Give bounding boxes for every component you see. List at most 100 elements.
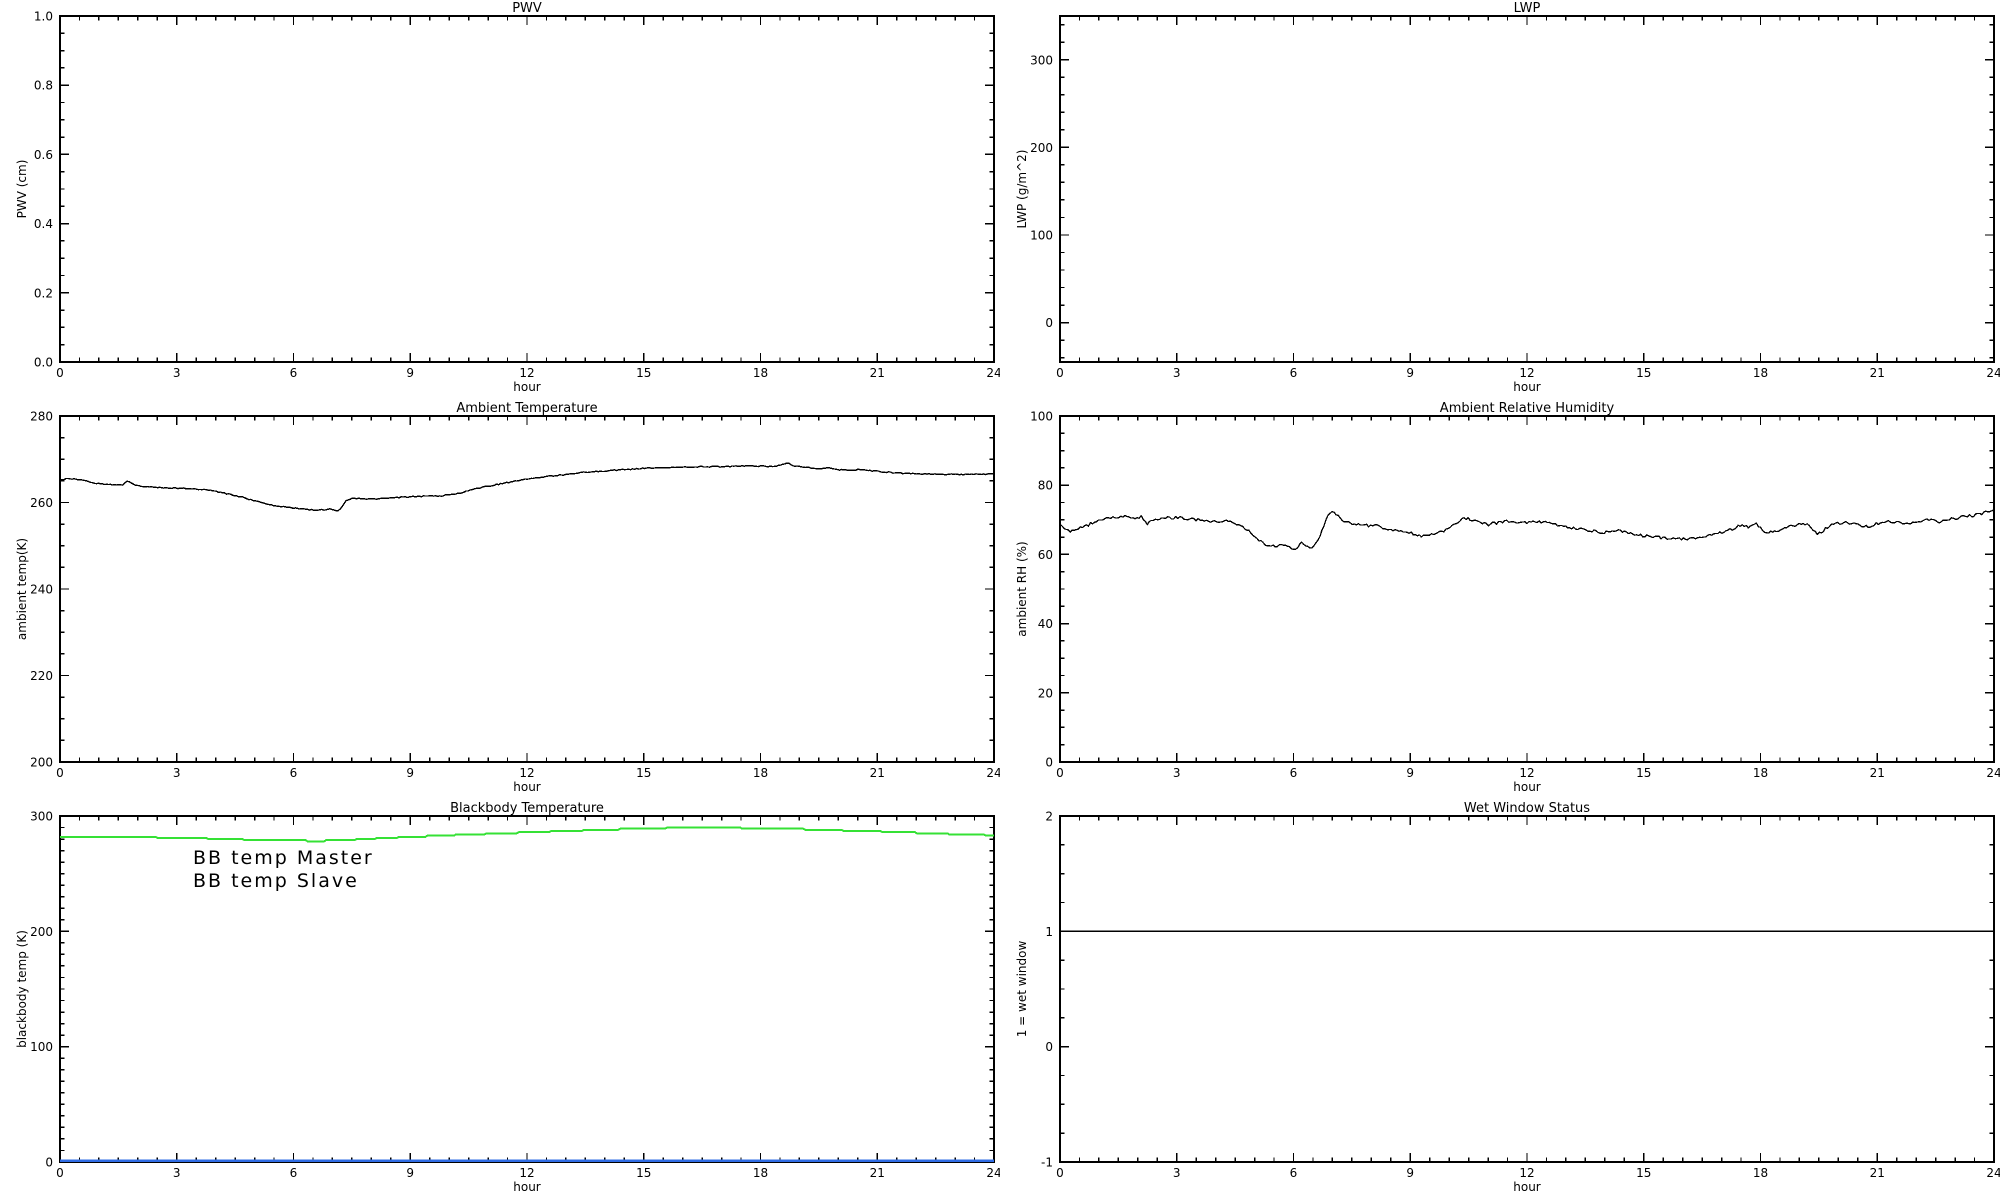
x-tick-label: 0 [56,366,64,380]
x-tick-label: 24 [1986,1166,2000,1180]
x-tick-label: 15 [636,366,651,380]
x-tick-label: 6 [290,766,298,780]
x-tick-label: 6 [290,366,298,380]
y-tick-label: 0 [1045,316,1053,330]
x-tick-label: 18 [1753,766,1768,780]
x-tick-label: 12 [519,1166,534,1180]
y-tick-label: 0.4 [34,217,53,231]
y-tick-label: 0 [45,1156,53,1170]
x-tick-label: 3 [1173,766,1181,780]
x-tick-label: 9 [1406,766,1414,780]
y-axis-label: ambient temp(K) [15,538,29,640]
x-tick-label: 6 [1290,366,1298,380]
series-bb-temp-slave [60,826,994,843]
x-tick-label: 0 [56,1166,64,1180]
x-tick-label: 15 [636,1166,651,1180]
x-tick-label: 0 [1056,1166,1064,1180]
x-tick-label: 18 [753,1166,768,1180]
x-axis-label: hour [1513,380,1541,394]
x-tick-label: 15 [1636,366,1651,380]
chart-title: Wet Window Status [1464,801,1590,816]
series-ambient-rh- [1059,509,1995,550]
y-tick-label: 20 [1038,686,1053,700]
plot-frame [1059,815,1995,1163]
axis-ticks [59,15,995,363]
x-tick-label: 3 [173,1166,181,1180]
chart-blackbody-temperature: 0 3 6 9 12 15 18 21 24 0 100 200 300 Blackbody Temper… [0,800,1000,1200]
plot-frame [59,415,995,763]
x-axis-label: hour [513,380,541,394]
y-tick-label: 300 [30,810,53,824]
x-tick-label: 3 [173,766,181,780]
x-tick-label: 15 [1636,766,1651,780]
chart-title: PWV [512,1,542,16]
x-tick-label: 3 [1173,366,1181,380]
chart-ambient-temperature: 0 3 6 9 12 15 18 21 24 200 220 240 260 280 Ambient Tem… [0,400,1000,800]
y-tick-label: 1.0 [34,10,53,24]
x-tick-label: 24 [986,366,1000,380]
x-tick-label: 21 [1870,1166,1885,1180]
y-tick-label: 2 [1045,810,1053,824]
y-axis-label: 1 = wet window [1015,941,1029,1038]
x-tick-label: 21 [870,366,885,380]
y-axis-label: ambient RH (%) [1015,541,1029,636]
y-axis-label: PWV (cm) [15,160,29,219]
y-axis-label: blackbody temp (K) [15,930,29,1048]
x-tick-label: 9 [1406,366,1414,380]
x-tick-label: 0 [56,766,64,780]
chart-ambient-relative-humidity: 0 3 6 9 12 15 18 21 24 0 20 40 60 80 100 Ambient Relati… [1000,400,2000,800]
y-axis-label: LWP (g/m^2) [1015,150,1029,229]
x-axis-label: hour [513,780,541,794]
y-tick-label: 100 [1030,410,1053,424]
chart-title: Ambient Temperature [456,401,597,416]
x-tick-label: 24 [1986,366,2000,380]
plot-frame [59,15,995,363]
y-tick-label: 60 [1038,548,1053,562]
x-tick-label: 21 [1870,766,1885,780]
y-tick-label: 280 [30,410,53,424]
x-tick-label: 24 [1986,766,2000,780]
y-tick-label: 0.8 [34,79,53,93]
x-tick-label: 24 [986,1166,1000,1180]
x-tick-label: 12 [1519,366,1534,380]
y-tick-label: -1 [1041,1156,1053,1170]
x-tick-label: 12 [519,766,534,780]
x-tick-label: 15 [636,766,651,780]
x-tick-label: 21 [870,1166,885,1180]
y-tick-label: 80 [1038,479,1053,493]
axis-ticks [1059,415,1995,763]
chart-lwp: 0 3 6 9 12 15 18 21 24 0 100 200 300 LWP hour LWP (g/m^… [1000,0,2000,400]
x-axis-label: hour [513,1180,541,1194]
plot-frame [1059,15,1995,363]
axis-ticks [1059,16,1995,362]
x-tick-label: 3 [1173,1166,1181,1180]
y-tick-label: 100 [30,1040,53,1054]
axis-ticks [1059,815,1995,1163]
y-tick-label: 200 [1030,141,1053,155]
y-tick-label: 260 [30,496,53,510]
x-tick-label: 18 [753,766,768,780]
y-tick-label: 220 [30,669,53,683]
x-tick-label: 21 [870,766,885,780]
x-tick-label: 18 [1753,1166,1768,1180]
x-axis-label: hour [1513,1180,1541,1194]
y-tick-label: 240 [30,583,53,597]
x-tick-label: 12 [1519,1166,1534,1180]
x-tick-label: 9 [406,766,414,780]
x-tick-label: 0 [1056,366,1064,380]
x-tick-label: 18 [1753,366,1768,380]
chart-wet-window-status: 0 3 6 9 12 15 18 21 24 -1 0 1 2 Wet Window Status hour… [1000,800,2000,1200]
x-tick-label: 3 [173,366,181,380]
y-tick-label: 0.2 [34,286,53,300]
x-tick-label: 6 [290,1166,298,1180]
y-tick-label: 0 [1045,756,1053,770]
x-tick-label: 9 [1406,1166,1414,1180]
x-tick-label: 6 [1290,1166,1298,1180]
x-tick-label: 6 [1290,766,1298,780]
x-axis-label: hour [1513,780,1541,794]
chart-title: Ambient Relative Humidity [1440,401,1615,416]
series-ambient-temp-k- [59,462,995,512]
x-tick-label: 24 [986,766,1000,780]
y-tick-label: 0 [1045,1040,1053,1054]
legend-bb-temp-slave: BB temp Slave [193,870,359,892]
